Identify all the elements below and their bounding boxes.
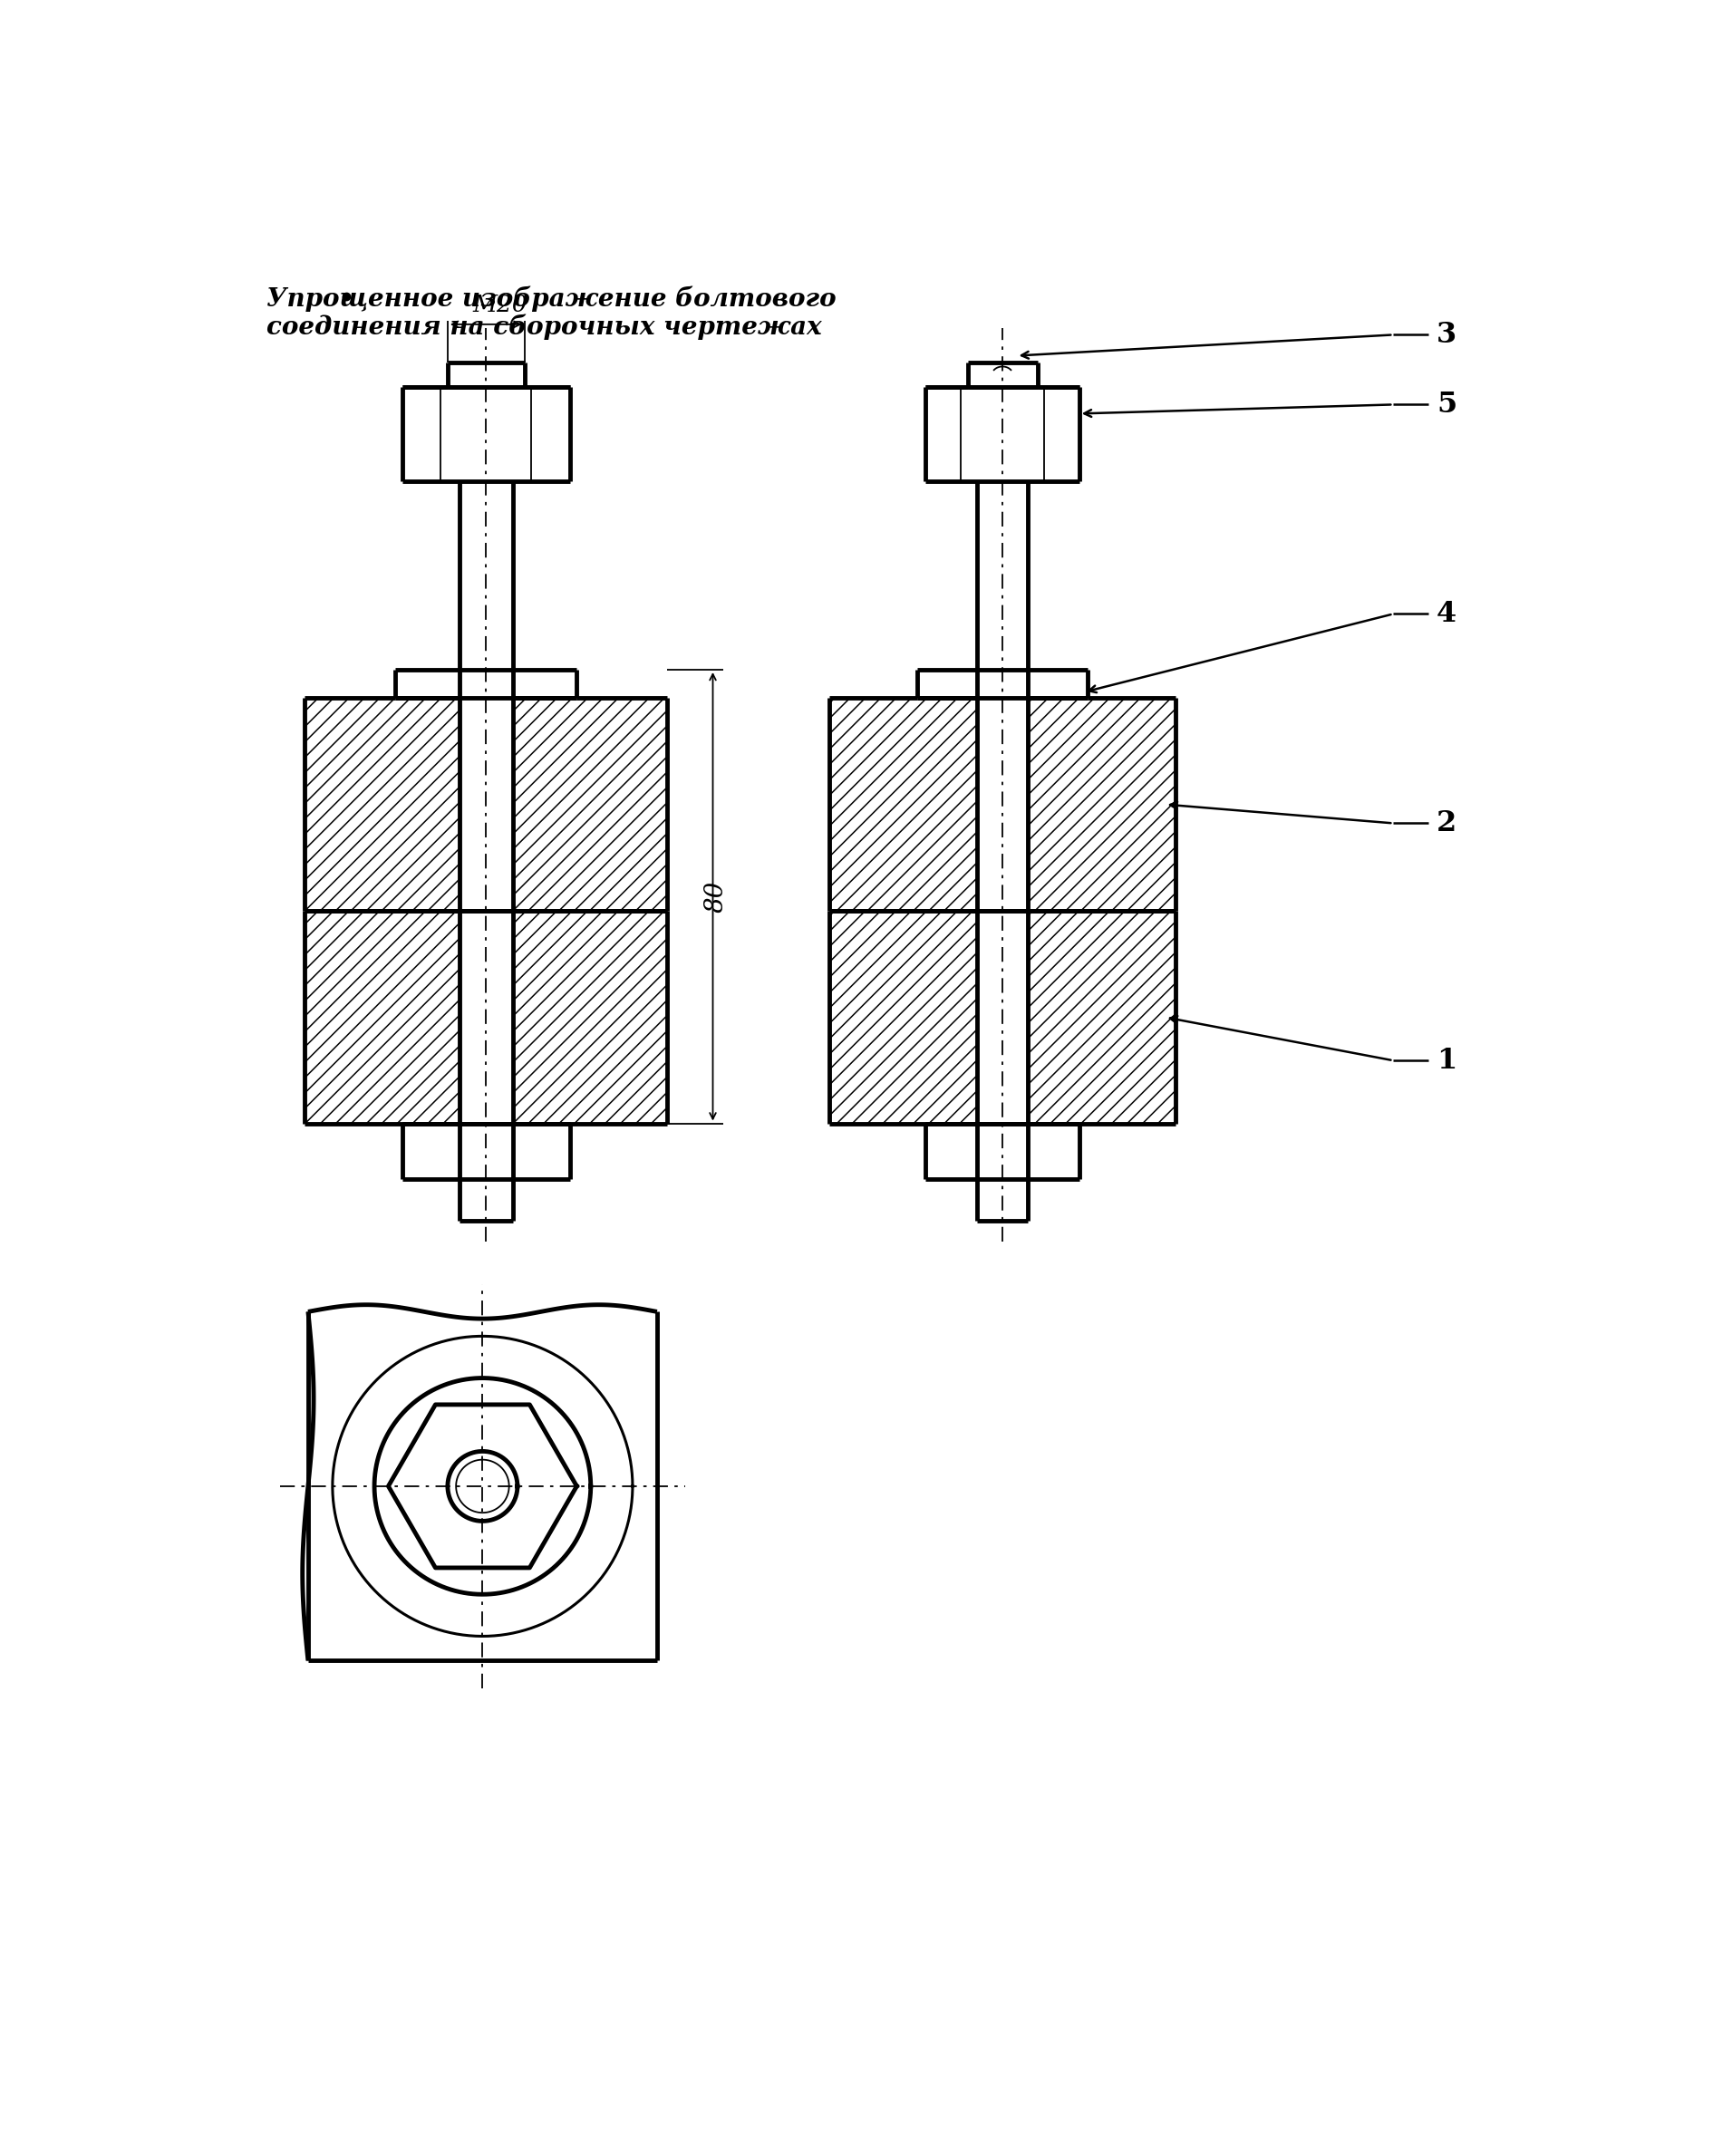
- Text: 1: 1: [1436, 1046, 1457, 1074]
- Text: 2: 2: [1436, 808, 1457, 837]
- Text: соединения на сборочных чертежах: соединения на сборочных чертежах: [267, 315, 821, 341]
- Text: Упрощенное изображение болтового: Упрощенное изображение болтового: [267, 287, 837, 313]
- Text: 4: 4: [1436, 599, 1457, 627]
- Text: 5: 5: [1436, 390, 1457, 418]
- Text: 3: 3: [1436, 321, 1457, 349]
- Text: М20: М20: [473, 293, 528, 317]
- Text: 80: 80: [705, 880, 729, 912]
